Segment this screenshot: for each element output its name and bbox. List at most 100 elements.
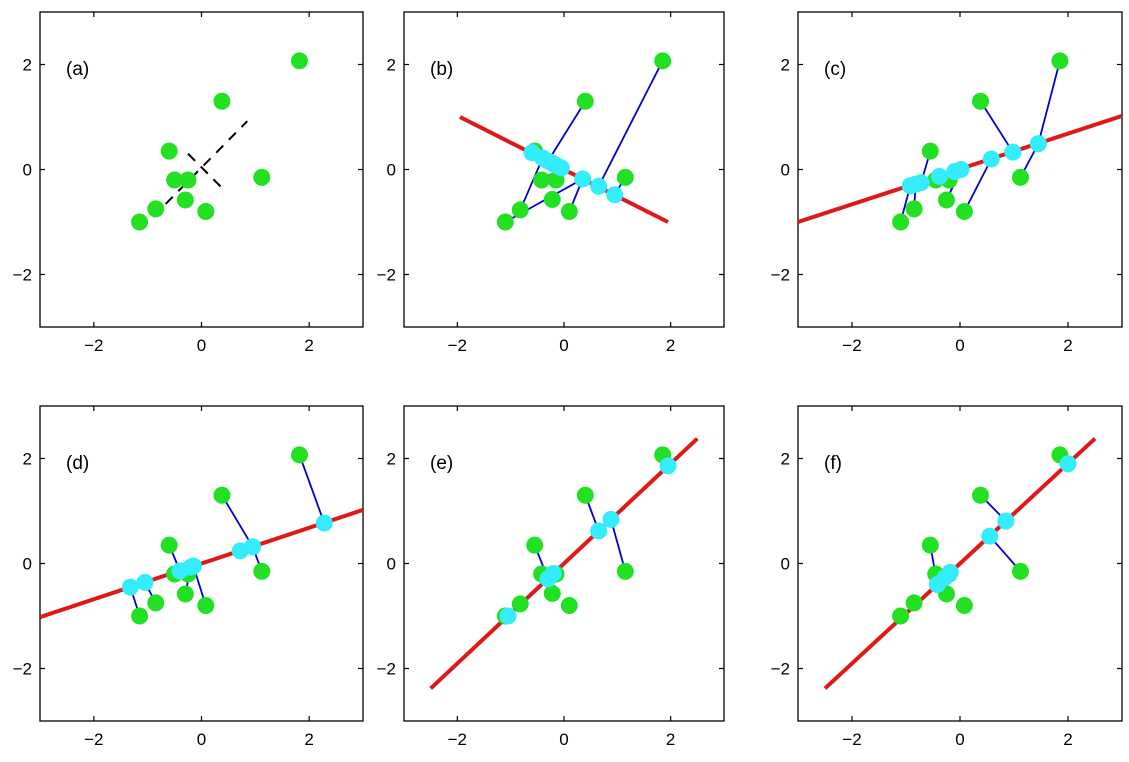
y-tick-label: 2 [387, 56, 396, 75]
x-tick-label: 2 [304, 730, 313, 749]
data-point [179, 171, 197, 189]
projected-point [930, 167, 948, 185]
projected-point [1029, 135, 1047, 153]
data-point [972, 92, 990, 110]
y-tick-label: 0 [23, 161, 32, 180]
plot-area [429, 437, 699, 690]
panel-b: −2 0 2 −2 0 2 (b) [377, 11, 725, 355]
data-point [160, 536, 178, 554]
dashed-axis-line [187, 153, 223, 189]
data-point [176, 585, 194, 603]
data-point [560, 597, 578, 614]
x-tick-label: 0 [559, 730, 568, 749]
panel-label: (c) [824, 59, 846, 80]
fit-line [429, 437, 699, 690]
projected-point [136, 573, 154, 591]
data-point [560, 203, 578, 220]
data-point [892, 607, 910, 625]
projected-point [590, 177, 608, 195]
data-point [1011, 168, 1029, 186]
plot-area [823, 437, 1097, 690]
y-tick-label: 0 [781, 555, 790, 574]
plot-area [40, 446, 363, 625]
y-tick-label: 0 [387, 555, 396, 574]
data-point [533, 171, 551, 189]
projected-point [981, 527, 999, 545]
data-point [197, 597, 215, 614]
data-point [213, 92, 231, 110]
data-point [921, 536, 939, 554]
dashed-axis-line [152, 120, 248, 218]
projected-point [602, 510, 620, 528]
x-tick-label: 2 [304, 336, 313, 355]
panel-e: −2 0 2 −2 0 2 (e) [377, 405, 725, 749]
data-point [905, 200, 923, 218]
projection-link [221, 494, 254, 548]
x-tick-label: 0 [197, 730, 206, 749]
data-point [972, 486, 990, 504]
projected-point [244, 538, 262, 556]
data-point [1051, 52, 1069, 70]
data-point [253, 562, 271, 580]
x-tick-label: −2 [448, 336, 467, 355]
x-tick-label: 0 [955, 336, 964, 355]
projected-point [184, 557, 202, 575]
projection-link [1037, 60, 1061, 145]
data-point [616, 168, 634, 186]
data-point [1011, 562, 1029, 580]
panel-c: −2 0 2 −2 0 2 (c) [771, 11, 1123, 355]
y-tick-label: 2 [23, 56, 32, 75]
data-point [197, 203, 215, 220]
x-tick-label: 2 [666, 336, 675, 355]
data-point [290, 52, 308, 70]
y-tick-label: −2 [771, 660, 790, 679]
data-point [131, 213, 149, 231]
data-point [576, 92, 594, 110]
data-point [147, 594, 165, 612]
projected-point [1004, 143, 1022, 161]
data-point [290, 446, 308, 464]
plot-area [131, 52, 308, 231]
data-point [955, 597, 973, 614]
projected-point [121, 578, 139, 596]
projected-point [1059, 455, 1077, 473]
x-tick-label: 2 [666, 730, 675, 749]
plot-area [798, 52, 1122, 231]
data-point [166, 171, 184, 189]
data-point [543, 584, 561, 602]
x-tick-label: −2 [84, 336, 103, 355]
projection-link [597, 60, 664, 187]
projected-point [952, 161, 970, 178]
data-point [543, 190, 561, 208]
data-point [496, 213, 514, 231]
projected-point [544, 564, 562, 582]
panel-d: −2 0 2 −2 0 2 (d) [13, 405, 364, 749]
y-tick-label: −2 [771, 266, 790, 285]
x-tick-label: 2 [1063, 730, 1072, 749]
projected-point [499, 607, 517, 625]
x-tick-label: −2 [842, 336, 861, 355]
data-point [921, 142, 939, 160]
plot-area [459, 52, 672, 231]
y-tick-label: −2 [13, 266, 32, 285]
y-tick-label: 0 [23, 555, 32, 574]
y-tick-label: −2 [13, 660, 32, 679]
panel-a: −2 0 2 −2 0 2 (a) [13, 11, 364, 355]
panel-label: (a) [66, 59, 89, 80]
y-tick-label: −2 [377, 266, 396, 285]
data-point [511, 595, 529, 613]
panel-f: −2 0 2 −2 0 2 (f) [771, 405, 1123, 749]
y-tick-label: −2 [377, 660, 396, 679]
x-tick-label: 0 [197, 336, 206, 355]
data-point [905, 594, 923, 612]
data-point [892, 213, 910, 231]
projected-point [315, 514, 333, 532]
data-point [938, 191, 955, 209]
projected-point [997, 512, 1015, 530]
panel-label: (f) [824, 453, 842, 474]
x-tick-label: 0 [559, 336, 568, 355]
projection-link [547, 100, 587, 162]
y-tick-label: 2 [781, 56, 790, 75]
data-point [213, 486, 231, 504]
